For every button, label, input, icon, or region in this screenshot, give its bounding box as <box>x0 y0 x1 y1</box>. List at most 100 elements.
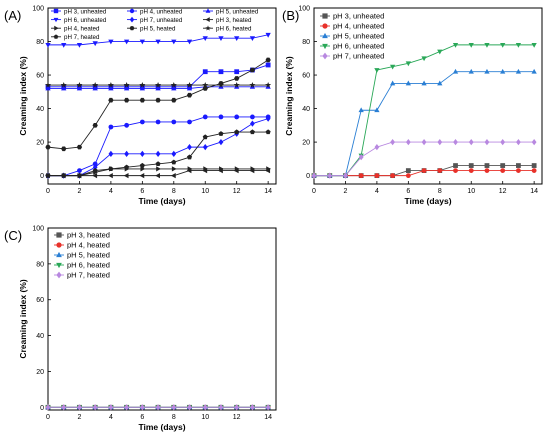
panel-b-series-ph-6-unheated-point <box>515 42 522 48</box>
panel-b-series-ph-5-unheated-point <box>484 68 490 74</box>
panel-b-series-ph-5-unheated-point <box>468 68 474 74</box>
panel-c-ytick-label: 0 <box>40 405 44 412</box>
panel-a-series-ph-7-unheated-point <box>108 150 114 157</box>
panel-c-legend-ph-7-heated-label: pH 7, heated <box>67 270 110 279</box>
panel-a-legend-ph-3-heated-label: pH 3, heated <box>216 17 252 24</box>
panel-a-series-ph-4-unheated-point <box>234 114 240 120</box>
panel-a-series-ph-6-unheated-point <box>202 36 208 42</box>
panel-a-series-ph-3-unheated-point <box>234 69 240 75</box>
panel-b-series-ph-5-unheated-point <box>452 68 459 74</box>
panel-a-series-ph-6-unheated-point <box>171 39 177 45</box>
panel-a-series-ph-6-heated-point <box>45 81 51 88</box>
panel-b-series-ph-7-unheated-point <box>531 138 537 146</box>
panel-c-xtick-label: 6 <box>140 414 144 421</box>
panel-a-series-ph-7-heated-point <box>187 154 193 160</box>
panel-b-series-ph-4-unheated-point <box>405 173 411 179</box>
panel-a-series-ph-4-unheated-point <box>124 122 130 128</box>
panel-c-label: (C) <box>4 228 22 243</box>
panel-a-series-ph-5-unheated-point <box>108 85 114 91</box>
panel-a-series-ph-6-unheated-point <box>249 36 256 42</box>
panel-a-legend-ph-5-heated-label: pH 5, heated <box>140 26 176 33</box>
panel-a-series-ph-3-unheated-point <box>218 69 224 75</box>
panel-b-xtick-label: 8 <box>438 188 442 195</box>
panel-c-xtick-label: 10 <box>201 414 209 421</box>
panel-b-series-ph-4-unheated-point <box>374 173 380 179</box>
panel-c-legend-ph-3-heated-label: pH 3, heated <box>67 230 110 239</box>
panel-c-ytick-label: 80 <box>36 261 44 268</box>
panel-a-series-ph-7-heated-point <box>265 129 271 135</box>
panel-a-series-ph-7-heated-point <box>249 129 255 135</box>
panel-a-series-ph-3-heated-point <box>155 172 160 179</box>
panel-b-xtick-label: 4 <box>375 188 379 195</box>
panel-c-ylabel: Creaming index (%) <box>18 279 28 359</box>
panel-c-frame <box>47 227 277 411</box>
panel-a-series-ph-6-unheated-point <box>186 39 193 45</box>
panel-a-series-ph-7-heated-point <box>234 129 240 135</box>
panel-b-series-ph-7-unheated-point <box>343 172 348 179</box>
panel-a-legend-ph-4-unheated-label: pH 4, unheated <box>140 8 183 15</box>
panel-a-series-ph-3-unheated-point <box>265 62 271 68</box>
panel-b-ytick-label: 60 <box>302 73 310 80</box>
panel-a-label: (A) <box>4 8 21 23</box>
panel-c-ytick-label: 100 <box>32 226 44 233</box>
panel-b-series-ph-5-unheated <box>311 68 537 178</box>
panel-a-series-ph-4-unheated-point <box>155 119 161 125</box>
panel-a-series-ph-4-unheated-point <box>171 119 177 125</box>
panel-a-series-ph-4-unheated-point <box>108 124 114 130</box>
panel-a-series-ph-5-heated-point <box>123 97 130 103</box>
panel-b-series-ph-7-unheated-point <box>421 138 427 146</box>
panel-a-ytick-label: 80 <box>36 39 44 46</box>
panel-b-series-ph-6-unheated-line <box>314 44 535 177</box>
panel-a-series-ph-7-heated <box>45 129 271 178</box>
panel-c-series-ph-7-heated-point <box>155 404 161 411</box>
panel-c-xtick-label: 12 <box>233 414 241 421</box>
panel-a-series-ph-4-heated-point <box>219 166 224 172</box>
panel-b-series-ph-7-unheated-point <box>500 138 506 146</box>
panel-a-legend-ph-3-unheated-marker <box>53 8 59 14</box>
panel-b-series-ph-5-unheated-point <box>437 80 443 86</box>
panel-a-series-ph-6-unheated-point <box>92 41 98 47</box>
panel-b-series-ph-3-unheated-point <box>484 163 490 168</box>
panel-a-series-ph-6-heated-point <box>123 81 130 88</box>
panel-b-ytick-label: 100 <box>298 6 310 13</box>
panel-a-series-ph-4-heated-point <box>266 166 272 172</box>
panel-a-series-ph-4-unheated-point <box>77 168 82 173</box>
panel-b-series-ph-6-unheated-point <box>405 61 411 67</box>
panel-c-xtick-label: 4 <box>109 414 113 421</box>
panel-c-legend-ph-3-heated-marker <box>56 232 62 238</box>
panel-b-series-ph-5-unheated-point <box>500 68 506 74</box>
panel-b-xtick-label: 12 <box>499 188 507 195</box>
panel-b-xtick-label: 10 <box>467 188 475 195</box>
panel-a-xtick-label: 14 <box>264 188 272 195</box>
panel-a-series-ph-5-heated-point <box>171 97 177 103</box>
panel-a-xtick-label: 0 <box>46 188 50 195</box>
panel-b-series-ph-6-unheated-point <box>374 68 380 73</box>
panel-c-ytick-label: 20 <box>36 369 44 376</box>
panel-a-series-ph-7-unheated-point <box>171 150 177 157</box>
panel-a-legend-ph-7-heated-marker <box>53 34 59 39</box>
panel-a-series-ph-7-unheated-point <box>124 150 130 157</box>
panel-a-series-ph-6-heated <box>45 81 272 88</box>
panel-c-series-ph-7-heated-point <box>139 404 145 411</box>
panel-b-ytick-label: 20 <box>302 140 310 147</box>
panel-a-series-ph-5-unheated-point <box>171 85 177 91</box>
panel-a-ytick-label: 20 <box>36 140 44 147</box>
panel-a-series-ph-3-heated-point <box>92 172 98 179</box>
panel-a-series-ph-5-heated-point <box>186 92 193 98</box>
panel-b-series-ph-3-unheated-point <box>531 163 537 168</box>
panel-a-series-ph-6-unheated-point <box>234 36 240 42</box>
panel-a-ytick-label: 40 <box>36 106 44 113</box>
panel-a-series-ph-6-unheated-point <box>76 42 83 48</box>
panel-a-legend: pH 3, unheated pH 4, unheated pH 5, unheat… <box>51 8 259 41</box>
panel-a-series-ph-5-heated-point <box>234 76 240 81</box>
panel-b-series-ph-5-unheated-point <box>515 68 522 74</box>
panel-b-series-ph-5-unheated-point <box>358 107 364 113</box>
panel-b-series-ph-4-unheated-point <box>531 168 537 173</box>
panel-b-series-ph-4-unheated-point <box>516 168 521 173</box>
panel-b-series-ph-4-unheated-point <box>453 168 458 173</box>
panel-b-series-ph-5-unheated-point <box>389 80 396 86</box>
panel-b-ytick-label: 40 <box>302 106 310 113</box>
panel-c-xlabel: Time (days) <box>138 422 185 432</box>
panel-a-ytick-label: 100 <box>32 6 44 13</box>
panel-a-series-ph-7-unheated-point <box>218 138 224 146</box>
